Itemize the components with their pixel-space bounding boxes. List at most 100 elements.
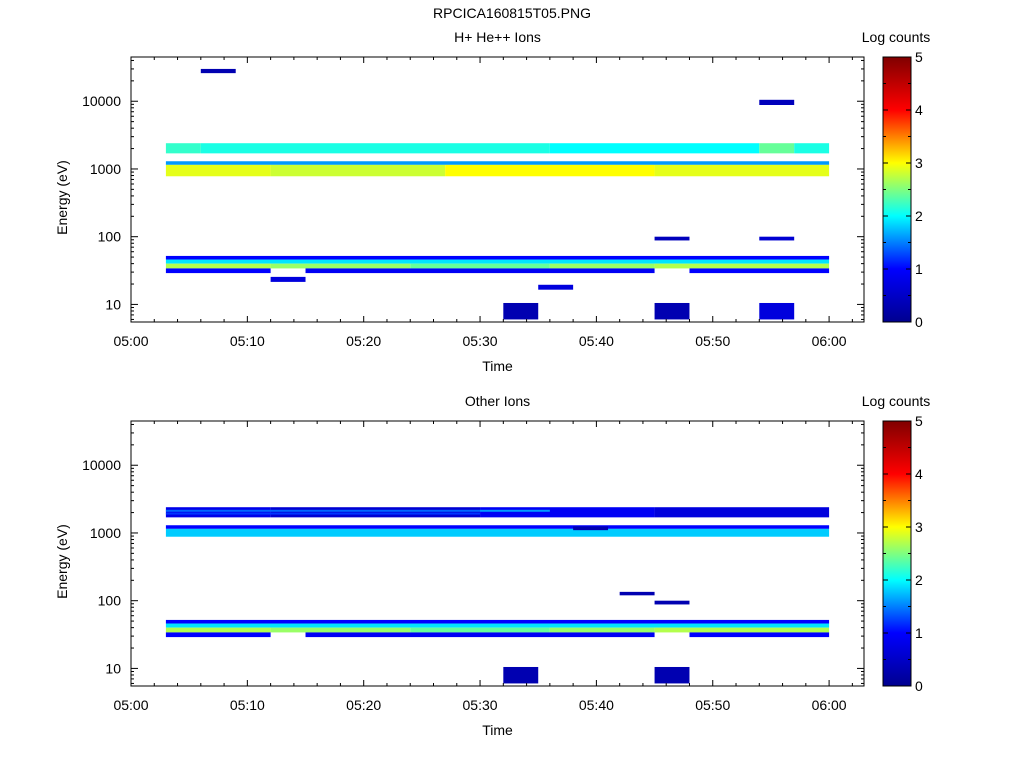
heatmap-cell [165,259,830,264]
panel-title: Other Ions [465,393,530,409]
heatmap-cell [654,236,690,241]
heatmap-cell [410,263,550,269]
heatmap-cell [503,666,539,684]
heatmap-cell [549,143,760,154]
colorbar-tick-label: 2 [915,572,923,588]
heatmap-cell [654,666,690,684]
colorbar-tick-label: 3 [915,519,923,535]
heatmap-cell [165,263,271,269]
heatmap-cell [689,268,830,274]
heatmap-cell [270,276,306,282]
x-tick-label: 05:40 [579,333,614,349]
heatmap-cells [165,507,830,684]
heatmap-cell [165,161,830,165]
y-tick-label: 1000 [90,161,121,177]
heatmap-cell [165,528,830,537]
y-tick-label: 10000 [82,93,121,109]
heatmap-cell [200,68,236,74]
x-axis-title: Time [482,358,513,374]
colorbar-label: Log counts [862,393,931,409]
heatmap-cell [305,268,655,274]
plot-frame [130,56,865,323]
x-tick-label: 05:10 [230,697,265,713]
y-tick-label: 1000 [90,525,121,541]
heatmap-cell [794,143,830,154]
heatmap-cell [654,263,830,269]
y-tick-label: 100 [98,229,122,245]
x-tick-label: 05:00 [113,333,148,349]
heatmap-cell [165,627,271,633]
heatmap-cell [165,619,830,624]
colorbar-tick-label: 0 [915,314,923,330]
heatmap-cell [759,236,795,241]
y-tick-label: 10 [105,296,121,312]
x-tick-label: 06:00 [812,333,847,349]
heatmap-cell [270,627,411,633]
heatmap-cell [503,302,539,320]
heatmap-cell [759,99,795,105]
colorbar-tick-label: 5 [915,413,923,429]
heatmap-cells [165,68,830,320]
heatmap-cell [654,507,830,518]
heatmap-cell [165,164,271,177]
heatmap-cell [165,143,201,154]
window-title: RPCICA160815T05.PNG [433,5,591,21]
heatmap-cell [654,302,690,320]
heatmap-cell [200,143,550,154]
y-tick-label: 10 [105,660,121,676]
heatmap-cell [270,263,411,269]
heatmap-cell [305,632,655,638]
heatmap-cell [445,164,655,177]
panel-title: H+ He++ Ions [454,29,541,45]
colorbar-tick-label: 2 [915,208,923,224]
heatmap-cell [165,525,830,529]
heatmap-cell [165,623,830,628]
heatmap-cell [538,284,574,290]
heatmap-cell [549,263,655,269]
heatmap-cell [549,627,655,633]
x-tick-label: 05:20 [346,697,381,713]
colorbar-tick-label: 0 [915,678,923,694]
heatmap-cell [410,627,550,633]
heatmap-cell [654,164,830,177]
heatmap-cell [270,507,481,518]
heatmap-cell [165,268,271,274]
y-tick-label: 100 [98,593,122,609]
heatmap-cell [165,507,271,518]
x-tick-label: 05:30 [463,333,498,349]
y-axis-title: Energy (eV) [54,524,70,599]
colorbar-tick-label: 4 [915,466,923,482]
heatmap-cell [654,600,690,605]
heatmap-cell [654,627,830,633]
x-axis-title: Time [482,722,513,738]
x-tick-label: 05:00 [113,697,148,713]
heatmap-cell [165,512,481,515]
heatmap-cell [165,509,481,512]
plot-frame [130,420,865,687]
y-tick-label: 10000 [82,457,121,473]
heatmap-cell [759,302,795,320]
heatmap-cell [270,164,446,177]
heatmap-cell [759,143,795,154]
x-tick-label: 05:50 [695,697,730,713]
heatmap-cell [165,632,271,638]
colorbar-tick-label: 1 [915,261,923,277]
x-tick-label: 06:00 [812,697,847,713]
heatmap-cell [165,255,830,260]
colorbar-tick-label: 3 [915,155,923,171]
heatmap-cell [480,509,550,512]
x-tick-label: 05:50 [695,333,730,349]
heatmap-cell [689,632,830,638]
colorbar-label: Log counts [862,29,931,45]
colorbar-tick-label: 5 [915,49,923,65]
heatmap-cell [480,507,655,518]
y-axis-title: Energy (eV) [54,160,70,235]
colorbar-tick-label: 1 [915,625,923,641]
colorbar [882,56,912,323]
x-tick-label: 05:20 [346,333,381,349]
colorbar [882,420,912,687]
x-tick-label: 05:10 [230,333,265,349]
x-tick-label: 05:40 [579,697,614,713]
heatmap-cell [619,591,655,596]
